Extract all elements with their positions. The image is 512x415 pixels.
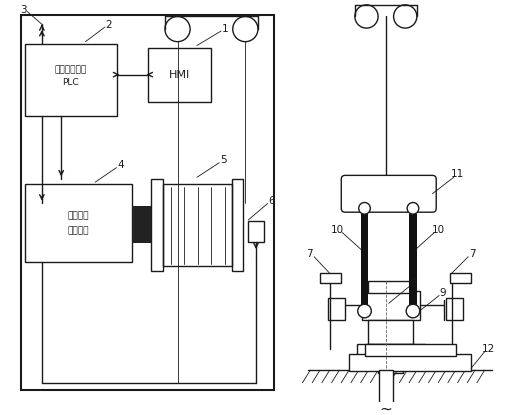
Bar: [20, 15, 274, 391]
Bar: [369, 320, 413, 344]
Bar: [148, 49, 211, 102]
Circle shape: [355, 5, 378, 28]
Text: PLC: PLC: [62, 78, 79, 87]
FancyBboxPatch shape: [342, 176, 436, 212]
Bar: [361, 290, 420, 320]
Bar: [26, 184, 132, 261]
Bar: [446, 298, 463, 320]
Bar: [26, 44, 117, 116]
Text: 1: 1: [222, 24, 228, 34]
Bar: [360, 214, 369, 311]
Text: 5: 5: [220, 155, 226, 165]
Text: 9: 9: [440, 288, 446, 298]
Circle shape: [165, 17, 190, 42]
Bar: [379, 370, 393, 404]
Circle shape: [394, 5, 417, 28]
Circle shape: [359, 203, 370, 214]
Circle shape: [406, 304, 420, 318]
Text: 4: 4: [117, 160, 124, 170]
Bar: [328, 298, 345, 320]
Text: 7: 7: [306, 249, 313, 259]
Bar: [163, 184, 232, 266]
Bar: [132, 206, 152, 243]
Bar: [349, 354, 471, 371]
Text: HMI: HMI: [169, 70, 190, 80]
Circle shape: [407, 203, 419, 214]
Text: 6: 6: [268, 195, 275, 205]
Bar: [378, 356, 403, 373]
Text: 控制系统: 控制系统: [68, 226, 90, 235]
Circle shape: [233, 17, 258, 42]
Text: 综合控制系统: 综合控制系统: [55, 65, 87, 74]
Text: 10: 10: [331, 225, 344, 234]
Text: 绞车接口: 绞车接口: [68, 212, 90, 221]
Text: 8: 8: [411, 278, 417, 288]
Text: 12: 12: [482, 344, 495, 354]
Text: ~: ~: [379, 401, 392, 415]
Bar: [232, 179, 243, 271]
Text: 7: 7: [469, 249, 475, 259]
Circle shape: [358, 304, 371, 318]
Text: 11: 11: [451, 169, 464, 179]
Bar: [152, 179, 163, 271]
Bar: [365, 344, 456, 356]
Bar: [357, 344, 424, 356]
Bar: [369, 281, 413, 293]
Bar: [248, 221, 264, 242]
Text: 2: 2: [105, 20, 112, 30]
Bar: [320, 273, 342, 283]
Text: 3: 3: [20, 5, 27, 15]
Bar: [450, 273, 471, 283]
Bar: [409, 214, 417, 311]
Text: 10: 10: [432, 225, 445, 234]
